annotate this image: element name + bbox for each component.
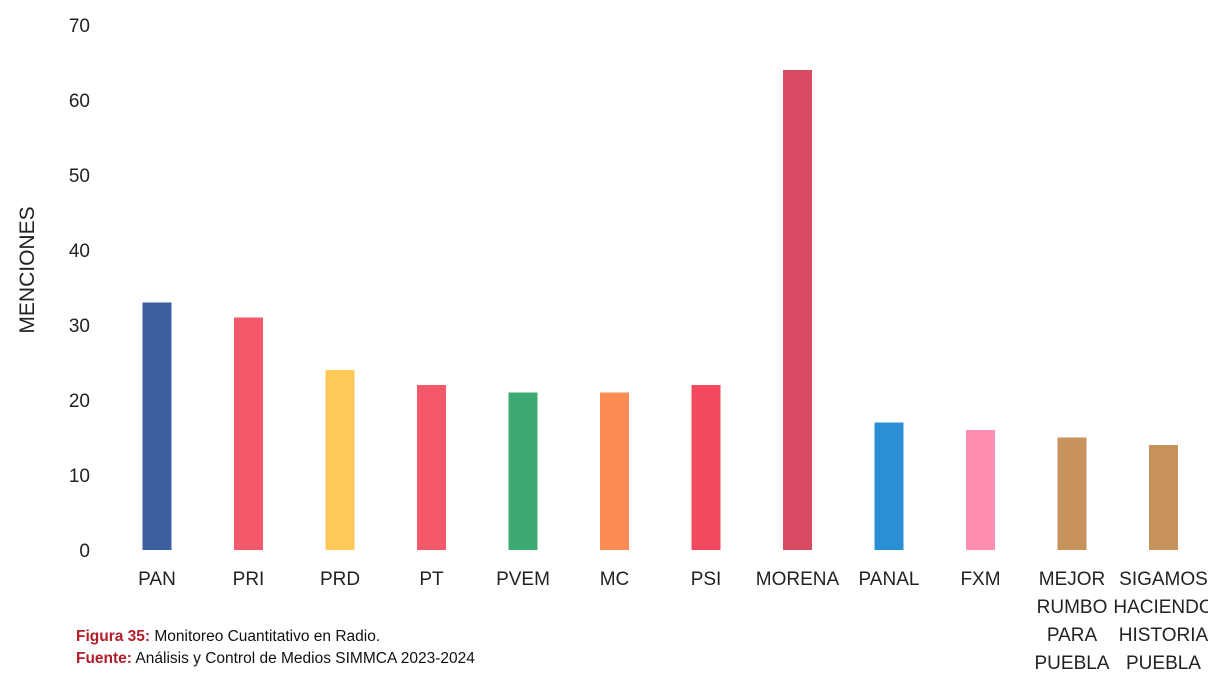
figure-title: Figura 35: Monitoreo Cuantitativo en Rad…	[76, 628, 381, 645]
y-tick-label: 70	[69, 16, 90, 37]
figure-source: Fuente: Análisis y Control de Medios SIM…	[76, 650, 475, 667]
bar	[142, 302, 172, 550]
bar	[234, 317, 263, 550]
bar	[325, 370, 355, 550]
y-axis-ticks: 0 10 20 30 40 50 60 70	[69, 16, 90, 562]
x-tick-label: MC	[600, 569, 630, 590]
bar	[1057, 437, 1087, 550]
x-tick-label: PAN	[138, 569, 176, 590]
figure-caption: Figura 35: Monitoreo Cuantitativo en Rad…	[76, 626, 475, 670]
y-tick-label: 0	[79, 541, 90, 562]
bar	[600, 392, 629, 550]
x-tick-label: PRD	[320, 569, 360, 590]
x-tick-label: PRI	[233, 569, 265, 590]
y-tick-label: 30	[69, 316, 90, 337]
x-tick-label: PT	[419, 569, 444, 590]
bar	[874, 422, 904, 550]
bar	[417, 385, 446, 550]
x-tick-label: MORENA	[756, 569, 840, 590]
bar	[1149, 445, 1178, 550]
x-tick-label: MEJOR RUMBO PARA PUEBLA	[1035, 569, 1110, 674]
bar	[508, 392, 538, 550]
x-tick-label: PSI	[691, 569, 722, 590]
x-tick-label: SIGAMOS HACIENDO HISTORIA PUEBLA	[1113, 569, 1208, 674]
y-tick-label: 50	[69, 166, 90, 187]
y-tick-label: 40	[69, 241, 90, 262]
x-tick-label: PVEM	[496, 569, 550, 590]
y-tick-label: 20	[69, 391, 90, 412]
bar	[783, 70, 812, 550]
bars	[142, 70, 1178, 550]
x-axis-categories: PAN PRI PRD PT PVEM MC PSI MORENA PANAL FXM MEJOR R…	[138, 569, 1208, 674]
bar	[966, 430, 995, 550]
y-tick-label: 10	[69, 466, 90, 487]
y-tick-label: 60	[69, 91, 90, 112]
x-tick-label: FXM	[960, 569, 1000, 590]
x-tick-label: PANAL	[859, 569, 920, 590]
y-axis-label: MENCIONES	[16, 206, 39, 333]
bar	[691, 385, 721, 550]
